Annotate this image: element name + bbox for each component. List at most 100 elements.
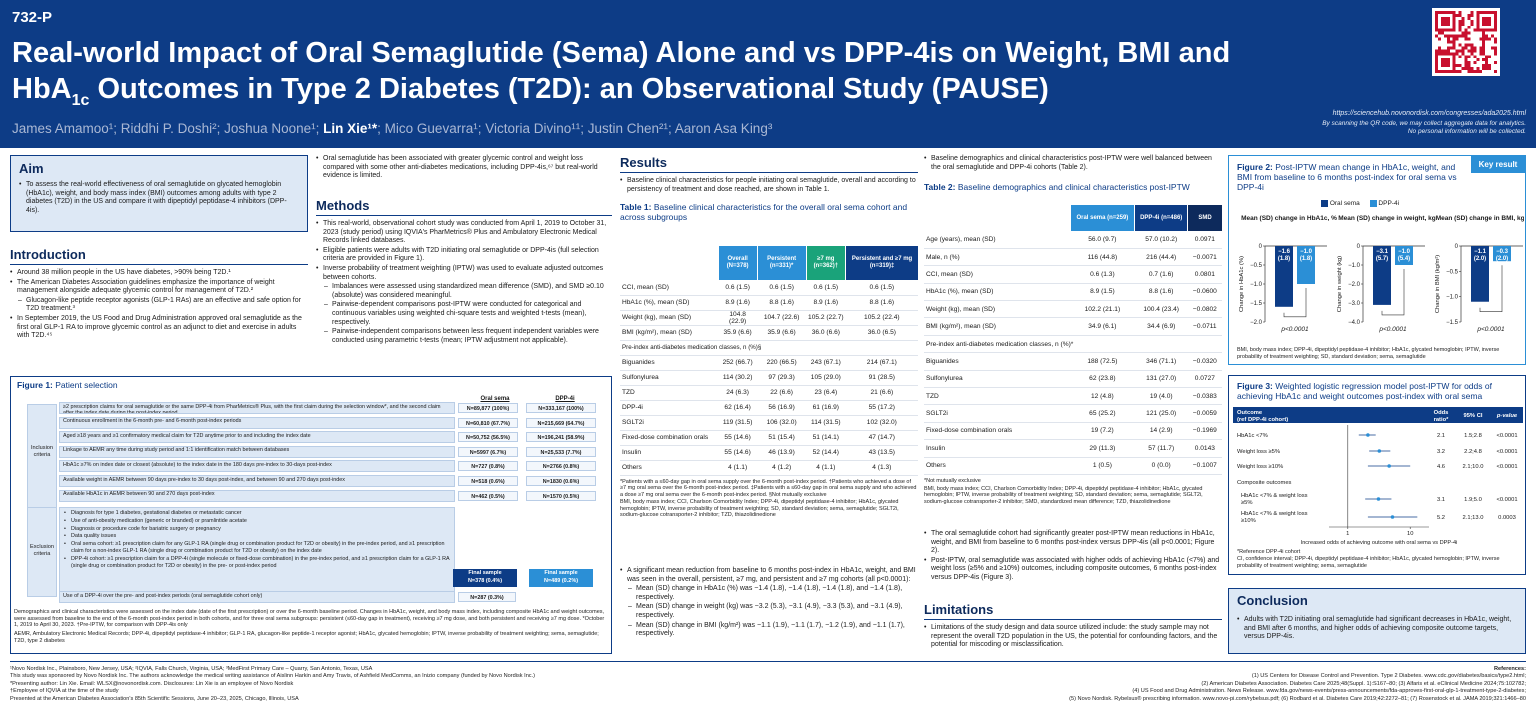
figure3-ci-value: 2.1;13.0 <box>1463 515 1484 521</box>
figure2-chart: Mean (SD) change in HbA1c, % Change in Hb… <box>1239 215 1524 333</box>
figure2-ylabel: Change in weight (kg) <box>1337 256 1343 312</box>
figure2-significance-bracket <box>1381 269 1405 316</box>
results-section: Results Baseline clinical characteristic… <box>620 155 918 222</box>
legend-swatch-sema <box>1321 200 1328 207</box>
bar-label-sema: −1.1 <box>1474 249 1487 255</box>
results-heading: Results <box>620 155 918 173</box>
table-row: Age (years), mean (SD) 56.0 (9.7) 57.0 (10… <box>924 231 1222 249</box>
aim-box: Aim To assess the real-world effectivene… <box>10 155 308 232</box>
figure2-tick-label: −1.0 <box>1250 282 1263 288</box>
reference-item: (4) US Food and Drug Administration. New… <box>1132 688 1526 695</box>
author-list: James Amamoo¹; Riddhi P. Doshi²; Joshua … <box>12 121 773 136</box>
table1-header: Persistent (n=331)* <box>756 246 806 280</box>
inclusion-criterion: Available weight in AEMR between 90 days… <box>59 475 455 487</box>
table1-caption: Table 1: Baseline clinical characteristi… <box>620 202 908 223</box>
bar-label-sema-sd: (2.0) <box>1474 256 1486 262</box>
balance-text: Baseline demographics and clinical chara… <box>924 155 1222 192</box>
figure3-caption: Figure 3: Weighted logistic regression m… <box>1237 381 1492 401</box>
conclusion-text: Adults with T2D initiating oral semaglut… <box>1237 616 1517 642</box>
figure2-caption: Figure 2: Post-IPTW mean change in HbA1c… <box>1237 162 1457 192</box>
table2-header: Oral sema (n=259) <box>1069 205 1135 231</box>
bar-dpp4i <box>1493 246 1511 262</box>
table-row: Pre-index anti-diabetes medication class… <box>924 335 1222 354</box>
figure1-col-sema: Oral sema <box>480 396 510 402</box>
figure3-point <box>1387 464 1391 468</box>
figure2-tick-label: −1.0 <box>1348 263 1361 269</box>
limitations-heading: Limitations <box>924 602 1222 620</box>
exclusion-criterion: Oral sema cohort: ≥1 prescription claim … <box>64 541 450 555</box>
bullet-item: Mean (SD) change in BMI (kg/m²) was −1.1… <box>620 622 918 639</box>
figure3-head-outcome-ref: (ref DPP-4i cohort) <box>1237 417 1288 423</box>
legend-sema: Oral sema <box>1329 200 1360 208</box>
table-row: Sulfonylurea 114 (30.2) 97 (29.3) 105 (29.0… <box>620 370 918 386</box>
inclusion-criterion: Linkage to AEMR any time during study pe… <box>59 445 455 458</box>
exclusion-criterion: Diagnosis or procedure code for bariatri… <box>64 526 450 533</box>
bullet-item: Glucagon-like peptide receptor agonists … <box>10 297 308 314</box>
table-row: Male, n (%) 116 (44.8) 216 (44.4) −0.0071 <box>924 248 1222 267</box>
inclusion-count-sema: N=5997 (6.7%) <box>458 446 518 457</box>
bar-label-dpp: −0.3 <box>1496 249 1509 255</box>
figure3-note: *Reference DPP-4i cohort <box>1237 549 1301 555</box>
table-row: Sulfonylurea 62 (23.8) 131 (27.0) 0.0727 <box>924 370 1222 389</box>
figure2-pvalue: p<0.0001 <box>1378 326 1407 333</box>
intro-continued-text: Oral semaglutide has been associated wit… <box>316 155 612 181</box>
figure3-p-value: <0.0001 <box>1496 464 1517 470</box>
figure2-tick-label: −1.5 <box>1446 320 1459 326</box>
figure2-abbreviations: BMI, body mass index; DPP-4i, dipeptidyl… <box>1237 347 1500 360</box>
bar-label-dpp: −1.0 <box>1300 249 1313 255</box>
inclusion-count-dpp: N=333,167 (100%) <box>526 403 596 413</box>
exclusion-criterion: DPP-4i cohort: ≥1 prescription claim for… <box>64 556 450 570</box>
change-results: A significant mean reduction from baseli… <box>620 567 918 640</box>
figure2-tick-label: −0.5 <box>1446 269 1459 275</box>
table-row: TZD 12 (4.8) 19 (4.0) −0.0383 <box>924 387 1222 406</box>
inclusion-count-sema: N=89,877 (100%) <box>458 403 518 413</box>
exclusion-criterion: Diagnosis for type 1 diabetes, gestation… <box>64 510 450 517</box>
table2: Oral sema (n=259) DPP-4i (n=486) SMD Age (… <box>924 205 1222 505</box>
inclusion-count-dpp: N=25,533 (7.7%) <box>526 446 596 457</box>
congress-url[interactable]: https://sciencehub.novonordisk.com/congr… <box>1332 110 1526 117</box>
inclusion-criterion: HbA1c ≥7% on index date or closest (abso… <box>59 460 455 473</box>
figure2-tick-label: −2.0 <box>1250 320 1263 326</box>
bullet-item: Pairwise-dependent comparisons post-IPTW… <box>316 301 612 327</box>
reference-item: (5) Novo Nordisk. Rybelsus® prescribing … <box>1069 695 1526 702</box>
table-row: Weight (kg), mean (SD) 104.8 (22.9) 104.7 … <box>620 310 918 326</box>
bullet-item: The American Diabetes Association guidel… <box>10 279 308 296</box>
footer-divider <box>10 661 1526 662</box>
figure2-panel-title: Mean (SD) change in weight, kg <box>1338 215 1436 222</box>
figure1-col-dpp: DPP-4i <box>555 396 575 402</box>
bullet-item: Imbalances were assessed using standardi… <box>316 283 612 300</box>
methods-list: This real-world, observational cohort st… <box>316 220 612 345</box>
figure1-caption: Figure 1: Patient selection <box>17 380 118 390</box>
figure3-row-label-2: ≥5% <box>1241 500 1253 506</box>
figure3-row-label: Weight loss ≥5% <box>1237 449 1280 455</box>
bar-label-sema: −3.1 <box>1376 249 1389 255</box>
table2-header: SMD <box>1187 205 1222 231</box>
figure3-or-value: 3.1 <box>1437 497 1445 503</box>
inclusion-count-sema: N=727 (0.8%) <box>458 461 518 472</box>
poster-header: 732-P Real-world Impact of Oral Semaglut… <box>0 0 1536 148</box>
table-row: Weight (kg), mean (SD) 102.2 (21.1) 100.4 … <box>924 300 1222 319</box>
figure3-p-value: <0.0001 <box>1496 433 1517 439</box>
figure3-or-value: 4.6 <box>1437 464 1445 470</box>
inclusion-count-sema: N=50,752 (56.5%) <box>458 432 518 443</box>
inclusion-label: Inclusion criteria <box>27 404 57 520</box>
legend-dpp: DPP-4i <box>1378 200 1400 208</box>
bar-label-dpp-sd: (5.4) <box>1398 256 1410 262</box>
table-row: DPP-4i 62 (16.4) 56 (16.9) 61 (16.9) 55 (17.… <box>620 400 918 416</box>
aim-heading: Aim <box>19 161 44 176</box>
bullet-item: In September 2019, the US Food and Drug … <box>10 315 308 341</box>
qr-code-icon[interactable] <box>1432 8 1500 76</box>
figure3-ci-value: 1.5;2.8 <box>1464 433 1482 439</box>
table2-header: DPP-4i (n=486) <box>1134 205 1188 231</box>
table-row: HbA1c (%), mean (SD) 8.9 (1.5) 8.8 (1.6) −0… <box>924 283 1222 302</box>
inclusion-count-dpp: N=1830 (0.6%) <box>526 476 596 486</box>
table-row: CCI, mean (SD) 0.6 (1.3) 0.7 (1.6) 0.0801 <box>924 265 1222 284</box>
footer-references: References: (1) US Centers for Disease C… <box>806 666 1526 703</box>
qr-disclaimer: By scanning the QR code, we may collect … <box>1322 120 1526 135</box>
aim-text: To assess the real-world effectiveness o… <box>19 181 299 215</box>
figure3-point <box>1376 497 1381 501</box>
figure3-p-value: <0.0001 <box>1496 449 1517 455</box>
table2-caption: Table 2: Baseline demographics and clini… <box>924 182 1190 193</box>
methods-section: Methods This real-world, observational c… <box>316 198 612 346</box>
post-iptw-results: The oral semaglutide cohort had signific… <box>924 530 1222 584</box>
